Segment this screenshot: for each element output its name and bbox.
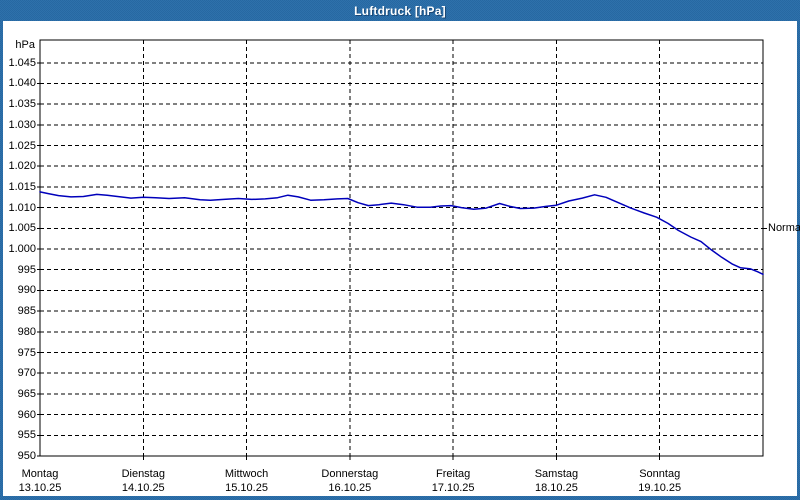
y-axis-tick-label: 990 (17, 284, 36, 297)
y-axis-tick-label: 970 (17, 367, 36, 380)
window-titlebar: Luftdruck [hPa] (0, 0, 800, 21)
x-axis-date-label: 19.10.25 (638, 482, 682, 494)
y-axis-tick-label: 965 (17, 387, 36, 400)
y-axis-unit-label: hPa (15, 39, 35, 51)
y-axis-tick-label: 1.005 (8, 222, 36, 235)
x-axis-date-label: 15.10.25 (225, 482, 268, 494)
x-axis-date-label: 13.10.25 (18, 482, 62, 494)
x-axis-day-label: Montag (21, 468, 59, 480)
y-axis-tick-label: 1.020 (8, 160, 36, 173)
x-axis-day-label: Samstag (534, 468, 579, 480)
window-title: Luftdruck [hPa] (354, 3, 446, 18)
y-axis-tick-label: 1.000 (8, 243, 36, 256)
y-axis-tick-label: 980 (17, 325, 36, 338)
y-axis-tick-label: 985 (17, 305, 36, 318)
y-axis-tick-label: 1.010 (8, 201, 36, 214)
y-axis-tick-label: 995 (17, 263, 36, 276)
plot-border (39, 39, 764, 457)
y-axis-tick-label: 1.035 (8, 98, 36, 111)
x-axis-day-label: Mittwoch (224, 468, 269, 480)
x-axis-date-label: 17.10.25 (431, 482, 475, 494)
window-border-right (797, 21, 800, 500)
x-axis-day-label: Sonntag (639, 468, 681, 480)
y-axis-tick-label: 1.015 (8, 180, 36, 193)
x-axis-date-label: 18.10.25 (535, 482, 578, 494)
x-axis-day-label: Dienstag (121, 468, 165, 480)
y-axis-tick-label: 975 (17, 346, 36, 359)
x-axis-date-label: 14.10.25 (121, 482, 165, 494)
y-axis-tick-label: 955 (17, 429, 36, 442)
y-axis-tick-label: 960 (17, 408, 36, 421)
x-axis-date-label: 16.10.25 (328, 482, 372, 494)
window-border-bottom (0, 496, 800, 500)
x-axis-day-label: Freitag (436, 468, 471, 480)
y-axis-tick-label: 1.045 (8, 56, 36, 69)
x-axis-day-label: Donnerstag (321, 468, 379, 480)
pressure-curve (39, 191, 764, 276)
y-axis-tick-label: 950 (17, 450, 36, 462)
y-axis-tick-label: 1.030 (8, 118, 36, 131)
window-border-left (0, 21, 3, 500)
y-axis-tick-label: 1.025 (8, 139, 36, 152)
normal-pressure-label: Normal (768, 222, 800, 235)
y-axis-tick-label: 1.040 (8, 77, 36, 90)
